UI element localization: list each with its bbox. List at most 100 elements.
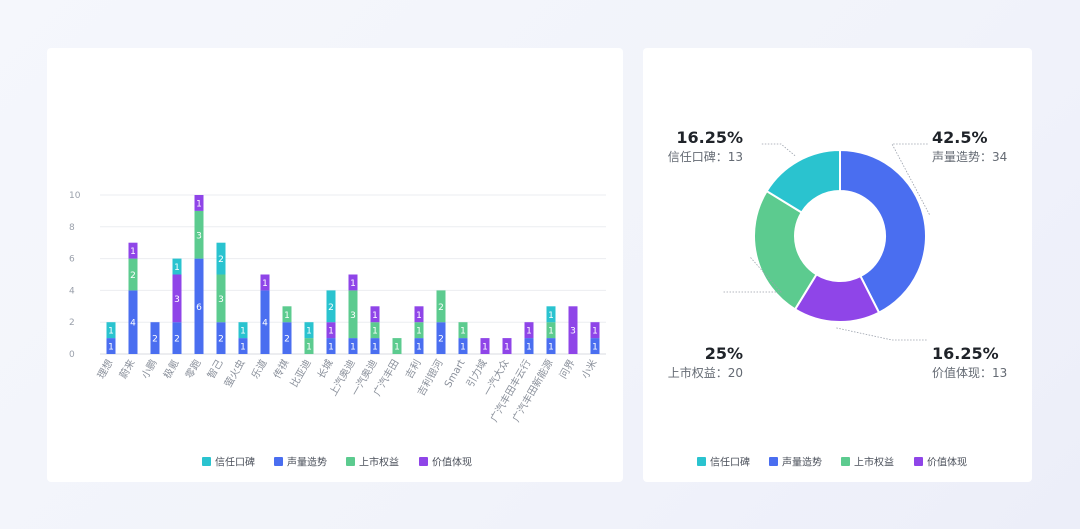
legend-item[interactable]: 价值体现 — [914, 456, 967, 469]
legend-swatch — [697, 457, 706, 466]
y-tick-label: 8 — [69, 223, 75, 233]
bar-segment[interactable] — [370, 322, 380, 339]
bar-segment[interactable] — [348, 338, 358, 354]
bar-data-label: 1 — [416, 311, 422, 321]
legend-item[interactable]: 信任口碑 — [202, 456, 255, 469]
bar-segment[interactable] — [546, 306, 556, 323]
bar-segment[interactable] — [326, 322, 336, 339]
bar-segment[interactable] — [480, 338, 490, 354]
bar-segment[interactable] — [524, 322, 534, 339]
bar-segment[interactable] — [304, 338, 314, 354]
bar-segment[interactable] — [590, 322, 600, 339]
legend-swatch — [914, 457, 923, 466]
bar-segment[interactable] — [128, 258, 138, 291]
bar-segment[interactable] — [194, 210, 204, 259]
bar-data-label: 1 — [372, 327, 378, 337]
slice-percent: 16.25% — [676, 128, 743, 147]
bar-data-label: 2 — [174, 335, 180, 345]
bar-segment[interactable] — [194, 195, 204, 211]
bar-data-label: 1 — [306, 327, 312, 337]
bar-segment[interactable] — [414, 322, 424, 339]
bar-segment[interactable] — [370, 338, 380, 354]
bar-data-label: 1 — [240, 343, 246, 353]
bar-segment[interactable] — [238, 338, 248, 354]
bar-segment[interactable] — [238, 322, 248, 339]
bar-segment[interactable] — [106, 322, 116, 339]
bar-segment[interactable] — [326, 290, 336, 323]
legend-item[interactable]: 声量造势 — [274, 456, 327, 469]
legend-swatch — [419, 457, 428, 466]
legend-swatch — [274, 457, 283, 466]
donut-slice[interactable] — [753, 189, 818, 311]
bar-segment[interactable] — [194, 258, 204, 354]
bar-data-label: 3 — [570, 327, 576, 337]
x-tick-label: 小米 — [578, 357, 599, 381]
bar-data-label: 1 — [350, 343, 356, 353]
bar-segment[interactable] — [546, 338, 556, 354]
donut-slice[interactable] — [839, 148, 927, 314]
bar-segment[interactable] — [414, 338, 424, 354]
bar-data-label: 2 — [328, 303, 334, 313]
bars: 11理想421蔚来2小鹏231极氪631零跑232智己11萤火虫41乐道21传祺… — [94, 195, 600, 424]
bar-data-label: 1 — [394, 343, 400, 353]
bar-segment[interactable] — [150, 322, 160, 354]
bar-segment[interactable] — [458, 322, 468, 339]
legend-label: 信任口碑 — [215, 456, 255, 469]
bar-segment[interactable] — [128, 290, 138, 354]
bar-segment[interactable] — [216, 274, 226, 323]
bar-segment[interactable] — [128, 242, 138, 259]
donut-chart-card: 42.5% 声量造势：34 16.25% 价值体现：13 25% 上市权益：20 16.25… — [643, 48, 1032, 482]
bar-segment[interactable] — [304, 322, 314, 339]
bar-segment[interactable] — [216, 322, 226, 354]
x-tick-label: 蔚来 — [117, 358, 137, 381]
bar-segment[interactable] — [348, 290, 358, 339]
bar-segment[interactable] — [392, 338, 402, 354]
bar-data-label: 1 — [174, 263, 180, 273]
bar-data-label: 3 — [350, 311, 356, 321]
legend: 信任口碑 声量造势 上市权益 价值体现 — [202, 456, 472, 469]
legend-item[interactable]: 声量造势 — [769, 456, 822, 469]
bar-segment[interactable] — [568, 306, 578, 354]
stacked-bar-chart: 024681011理想421蔚来2小鹏231极氪631零跑232智己11萤火虫4… — [69, 191, 606, 469]
bar-segment[interactable] — [414, 306, 424, 323]
bar-segment[interactable] — [348, 274, 358, 291]
bar-segment[interactable] — [502, 338, 512, 354]
bar-segment[interactable] — [106, 338, 116, 354]
bar-segment[interactable] — [546, 322, 556, 339]
bar-segment[interactable] — [590, 338, 600, 354]
bar-segment[interactable] — [436, 290, 446, 323]
bar-segment[interactable] — [172, 322, 182, 354]
bar-segment[interactable] — [326, 338, 336, 354]
donut-slice[interactable] — [765, 148, 841, 214]
bar-segment[interactable] — [172, 274, 182, 323]
x-tick-label: 比亚迪 — [288, 358, 313, 390]
bar-segment[interactable] — [282, 306, 292, 323]
y-tick-label: 0 — [69, 350, 75, 360]
bar-data-label: 1 — [504, 343, 510, 353]
legend-item[interactable]: 上市权益 — [346, 456, 399, 469]
bar-segment[interactable] — [216, 242, 226, 275]
bar-data-label: 1 — [108, 327, 114, 337]
donut-slices — [753, 148, 927, 323]
legend: 信任口碑 声量造势 上市权益 价值体现 — [697, 456, 967, 469]
bar-segment[interactable] — [370, 306, 380, 323]
bar-data-label: 1 — [328, 343, 334, 353]
legend-item[interactable]: 信任口碑 — [697, 456, 750, 469]
legend-swatch — [202, 457, 211, 466]
x-tick-label: 吉利 — [403, 358, 423, 381]
bar-segment[interactable] — [282, 322, 292, 354]
leader-line — [723, 257, 782, 293]
bar-data-label: 2 — [218, 335, 224, 345]
legend-label: 价值体现 — [432, 456, 472, 469]
bar-segment[interactable] — [172, 258, 182, 275]
bar-data-label: 1 — [460, 327, 466, 337]
legend-item[interactable]: 上市权益 — [841, 456, 894, 469]
legend-item[interactable]: 价值体现 — [419, 456, 472, 469]
bar-segment[interactable] — [260, 290, 270, 354]
bar-segment[interactable] — [436, 322, 446, 354]
bar-segment[interactable] — [524, 338, 534, 354]
x-tick-label: 传祺 — [270, 357, 291, 381]
bar-segment[interactable] — [260, 274, 270, 291]
bar-segment[interactable] — [458, 338, 468, 354]
bar-data-label: 6 — [196, 303, 202, 313]
